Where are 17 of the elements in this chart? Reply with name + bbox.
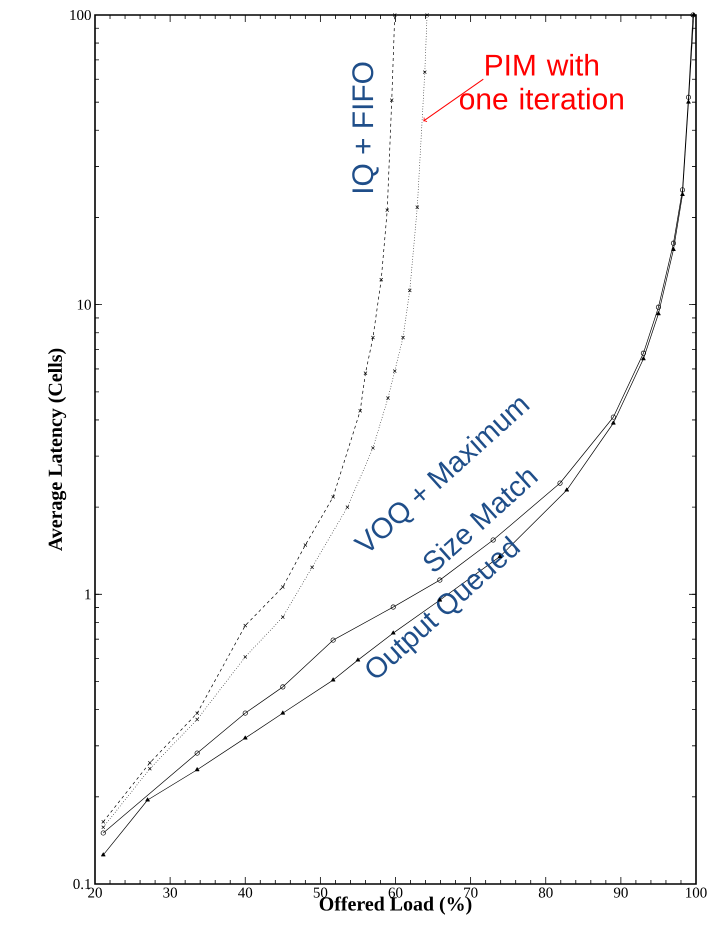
x-tick-label: 90 [614,888,628,898]
x-tick-label: 50 [314,888,328,898]
annotation: IQ + FIFO [352,62,379,192]
x-tick-label: 80 [538,888,553,898]
x-axis-title: Offered Load (%) [320,896,472,915]
x-tick-label: 100 [686,888,707,898]
x-tick-label: 40 [238,888,252,898]
y-tick-label: 10 [78,300,91,310]
x-tick-label: 20 [88,888,102,898]
y-tick-label: 100 [70,10,91,20]
y-tick-label: 1 [85,589,91,600]
y-axis-title: Average Latency (Cells) [48,348,66,551]
x-tick-label: 30 [163,888,178,898]
y-tick-label: 0.1 [73,878,91,890]
x-tick-label: 70 [464,888,478,898]
annotation: PIM with one iteration [460,54,623,110]
x-tick-label: 60 [388,888,402,898]
